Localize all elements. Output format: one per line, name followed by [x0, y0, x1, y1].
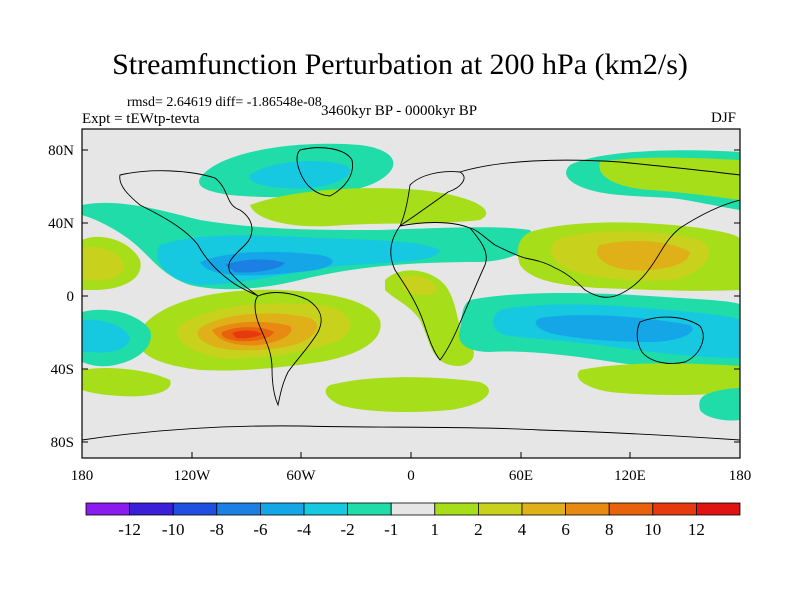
colorbar-label: -8 [210, 520, 224, 539]
coast-antarctica [82, 425, 740, 441]
contour-pacific-yellow [599, 157, 740, 200]
contour-spac-negative-core [82, 319, 130, 353]
y-tick-label: 40S [51, 362, 74, 378]
axis-ticks [81, 149, 741, 458]
contour-sh-positive-atlantic [325, 377, 489, 413]
colorbar-label: -4 [297, 520, 312, 539]
experiment-label: Expt = tEWtp-tevta [82, 111, 200, 127]
colorbar-swatch [172, 502, 218, 516]
y-tick-label: 80N [48, 143, 74, 159]
colorbar-swatch [303, 502, 348, 516]
rmsd-diff-stats: rmsd= 2.64619 diff= -1.86548e-08 [127, 95, 322, 110]
period-label: 3460kyr BP - 0000kyr BP [321, 103, 478, 119]
colorbar-label: 2 [474, 520, 483, 539]
colorbar-label: 10 [644, 520, 661, 539]
colorbar-swatch [608, 502, 654, 516]
contour-sa-positive-12 [232, 330, 262, 339]
contour-cpac-positive-inner [82, 246, 125, 281]
colorbar-swatch [696, 502, 741, 516]
colorbar-swatch [347, 502, 392, 516]
y-tick-label: 0 [67, 289, 75, 305]
x-tick-label: 60E [509, 468, 533, 484]
colorbar-label: -10 [162, 520, 185, 539]
colorbar-swatch [652, 502, 697, 516]
colorbar-swatch [216, 502, 261, 516]
colorbar-swatch [434, 502, 479, 516]
x-tick-label: 0 [407, 468, 415, 484]
colorbar-swatch [521, 502, 566, 516]
season-label: DJF [711, 110, 737, 126]
colorbar-label: 4 [518, 520, 527, 539]
colorbar-label: -12 [118, 520, 141, 539]
coast-australia [636, 316, 704, 364]
colorbar-swatch [390, 502, 436, 516]
contour-nh-negative-deep [225, 259, 285, 273]
colorbar-label: -1 [384, 520, 398, 539]
coastlines [82, 147, 740, 441]
colorbar-label: 8 [605, 520, 614, 539]
coast-south-america [254, 292, 322, 407]
coast-asia [459, 159, 740, 298]
y-tick-label: 80S [51, 435, 74, 451]
colorbar-label: 1 [431, 520, 440, 539]
coast-greenland [296, 147, 353, 197]
contour-atlantic-positive [250, 188, 487, 227]
contour-sh-positive-indian [577, 363, 740, 395]
contour-sh-negative-core [535, 315, 693, 342]
colorbar-label: -2 [341, 520, 355, 539]
contour-arctic-negative-inner [249, 161, 351, 189]
coast-north-america [119, 170, 259, 297]
x-tick-label: 180 [71, 468, 94, 484]
contour-fields [82, 143, 740, 421]
contour-sh-negative-southeast [699, 388, 740, 421]
colorbar-swatch [565, 502, 610, 516]
contour-africa-positive [385, 270, 474, 366]
colorbar: -12 -10 -8 -6 -4 -2 -1 1 2 4 6 8 10 12 [85, 502, 741, 539]
coast-europe [399, 171, 465, 227]
contour-sh-negative-southwest [82, 368, 171, 397]
colorbar-label: 12 [688, 520, 705, 539]
y-tick-label: 40N [48, 216, 74, 232]
colorbar-label: -6 [253, 520, 267, 539]
colorbar-swatch [85, 502, 130, 516]
x-tick-label: 60W [286, 468, 316, 484]
colorbar-swatch [129, 502, 174, 516]
colorbar-swatch [259, 502, 305, 516]
x-tick-label: 120E [614, 468, 646, 484]
x-tick-label: 180 [729, 468, 752, 484]
x-tick-label: 120W [174, 468, 212, 484]
contour-africa-positive-core [400, 275, 438, 296]
plot-title: Streamfunction Perturbation at 200 hPa (… [112, 48, 688, 81]
colorbar-label: 6 [561, 520, 570, 539]
colorbar-swatch [477, 502, 523, 516]
contour-asia-positive-core [596, 240, 690, 271]
